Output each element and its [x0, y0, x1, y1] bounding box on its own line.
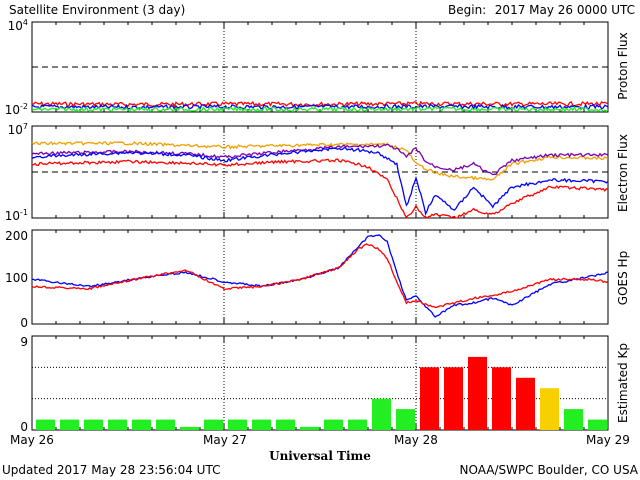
electron-series-blue — [31, 147, 609, 216]
kp-bar — [516, 377, 535, 430]
electron-ytick-top-base: 10 — [8, 123, 23, 137]
kp-bar — [132, 419, 151, 430]
xtick-may-28: May 28 — [394, 433, 438, 447]
electron-ytick-bottom-exp: -1 — [20, 208, 28, 217]
proton-frame — [31, 21, 609, 113]
kp-bar — [444, 367, 463, 430]
kp-bar — [540, 388, 559, 430]
electron-flux-panel: 107 10-1 Electron Flux — [5, 122, 630, 223]
page-title: Satellite Environment (3 day) — [9, 3, 185, 17]
electron-series-red — [31, 158, 609, 219]
electron-ytick-top-exp: 7 — [23, 122, 28, 131]
proton-series — [31, 66, 609, 113]
kp-ylabel: Estimated Kp — [616, 343, 630, 423]
kp-bar — [60, 419, 79, 430]
proton-ytick-bottom-base: 10 — [5, 103, 20, 117]
kp-bar — [564, 409, 583, 430]
hp-series — [31, 234, 609, 318]
kp-bar — [252, 419, 271, 430]
kp-bar — [468, 356, 487, 430]
proton-series-green — [31, 105, 609, 113]
goes-hp-panel: 200 100 0 GOES Hp — [5, 229, 630, 330]
hp-ytick-0: 0 — [20, 316, 28, 330]
proton-series-red — [31, 100, 609, 108]
hp-ylabel: GOES Hp — [616, 251, 630, 305]
updated-timestamp: Updated 2017 May 28 23:56:04 UTC — [2, 463, 220, 477]
electron-ytick-bottom-base: 10 — [5, 209, 20, 223]
proton-ytick-bottom-exp: -2 — [20, 102, 28, 111]
proton-ytick-top: 104 — [8, 18, 28, 33]
kp-bar — [156, 419, 175, 430]
kp-bar — [588, 419, 607, 430]
kp-bar — [492, 367, 511, 430]
proton-ytick-top-base: 10 — [8, 19, 23, 33]
kp-bar — [108, 419, 127, 430]
kp-bar — [396, 409, 415, 430]
panel-frames — [31, 21, 609, 431]
proton-ytick-top-exp: 4 — [23, 18, 28, 27]
kp-bar — [180, 426, 199, 430]
electron-ytick-bottom: 10-1 — [5, 208, 28, 223]
kp-bar — [276, 419, 295, 430]
goes_hp-series-blue — [31, 234, 609, 318]
kp-bar — [420, 367, 439, 430]
kp-bar — [372, 398, 391, 430]
electron-ylabel: Electron Flux — [616, 134, 630, 212]
xtick-may-26: May 26 — [10, 433, 54, 447]
hp-ytick-100: 100 — [5, 271, 28, 285]
kp-ytick-0: 0 — [20, 420, 28, 434]
electron-ytick-top: 107 — [8, 122, 28, 137]
goes_hp-series-red — [31, 243, 609, 309]
proton-flux-panel: 104 10-2 Proton Flux — [5, 18, 630, 117]
proton-ylabel: Proton Flux — [616, 32, 630, 99]
kp-panel: 9 0 Estimated Kp — [20, 335, 630, 434]
kp-bar — [324, 419, 343, 430]
kp-bar — [204, 419, 223, 430]
kp-bar — [348, 419, 367, 430]
kp-bar — [36, 419, 55, 430]
kp-bars — [32, 356, 608, 430]
kp-bar — [84, 419, 103, 430]
credit-text: NOAA/SWPC Boulder, CO USA — [460, 463, 639, 477]
goes_hp-frame — [31, 229, 609, 325]
x-axis-label: Universal Time — [269, 449, 371, 463]
kp-ytick-9: 9 — [20, 335, 28, 349]
kp-bar — [300, 426, 319, 430]
begin-value: 2017 May 26 0000 UTC — [495, 3, 635, 17]
kp-bar — [228, 419, 247, 430]
hp-ytick-200: 200 — [5, 229, 28, 243]
begin-label: Begin: — [448, 3, 486, 17]
xtick-may-29: May 29 — [586, 433, 630, 447]
proton-ytick-bottom: 10-2 — [5, 102, 28, 117]
electron-series — [31, 141, 609, 219]
xtick-may-27: May 27 — [203, 433, 247, 447]
electron-frame — [31, 125, 609, 219]
electron-series-orange — [31, 141, 609, 181]
